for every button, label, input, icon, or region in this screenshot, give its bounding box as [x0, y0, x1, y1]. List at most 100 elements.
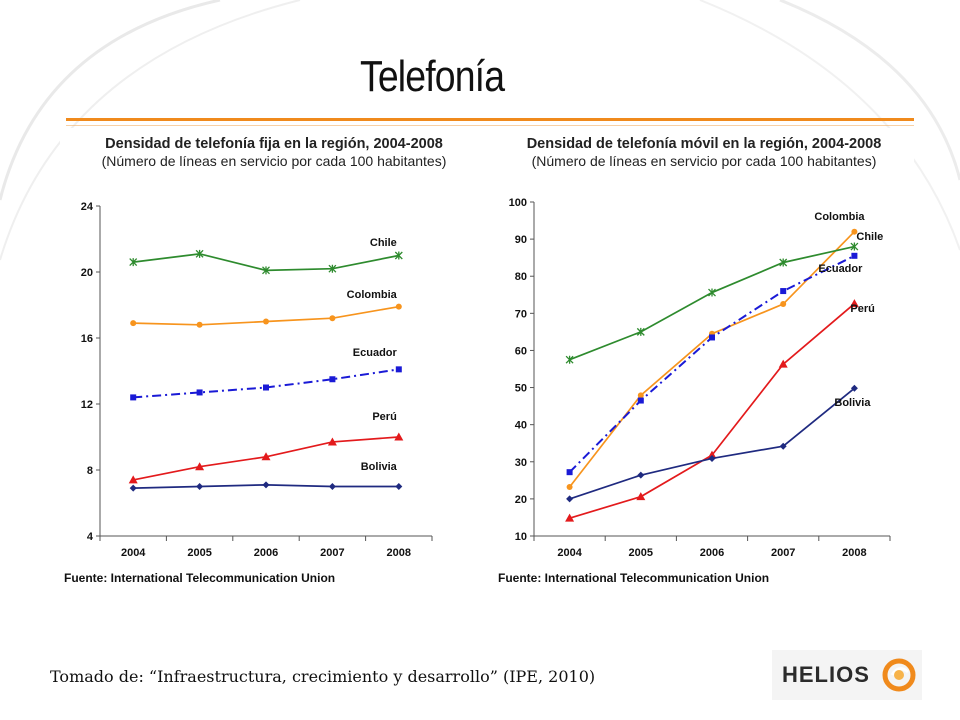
data-point-ecuador [395, 366, 402, 373]
data-point-peru [261, 452, 271, 461]
y-tick-label: 16 [81, 333, 93, 345]
data-point-peru [636, 492, 646, 501]
series-label-chile: Chile [856, 231, 883, 243]
x-tick-label: 2008 [842, 547, 866, 559]
series-label-ecuador: Ecuador [353, 347, 398, 359]
data-point-chile [262, 266, 270, 275]
data-point-ecuador [263, 384, 269, 391]
data-point-peru [195, 462, 205, 471]
data-point-bolivia [637, 471, 645, 479]
data-point-chile [779, 258, 788, 267]
data-point-chile [850, 242, 859, 251]
series-label-colombia: Colombia [814, 211, 865, 223]
data-point-colombia [780, 301, 787, 308]
series-label-peru: Perú [372, 411, 396, 423]
y-tick-label: 10 [515, 531, 527, 543]
x-tick-label: 2008 [387, 547, 411, 559]
data-point-bolivia [850, 384, 858, 392]
data-point-peru [327, 437, 337, 446]
fixed-telephony-line-chart: 4 8 12 16 20 24 2004 2005 2006 2007 2008 Chile Colom… [81, 201, 433, 559]
logo-wordmark: HELIOS [782, 662, 870, 687]
chart-subtitle: (Número de líneas en servicio por cada 1… [101, 153, 447, 169]
y-tick-label: 90 [515, 234, 527, 246]
x-tick-label: 2005 [187, 547, 211, 559]
data-point-peru [565, 513, 575, 522]
footnote: Tomado de: “Infraestructura, crecimiento… [50, 667, 596, 686]
series-label-bolivia: Bolivia [361, 461, 398, 473]
y-tick-label: 4 [87, 531, 94, 543]
y-tick-label: 8 [87, 465, 93, 477]
data-point-bolivia [708, 454, 716, 462]
data-point-ecuador [566, 469, 573, 476]
data-point-bolivia [395, 483, 403, 490]
data-point-colombia [130, 320, 137, 327]
data-point-ecuador [329, 376, 336, 383]
data-point-ecuador [130, 394, 137, 401]
data-point-bolivia [262, 481, 270, 489]
x-tick-label: 2006 [254, 547, 278, 559]
y-tick-label: 20 [515, 494, 527, 506]
chart-subtitle: (Número de líneas en servicio por cada 1… [531, 153, 877, 169]
data-point-colombia [566, 484, 573, 491]
y-tick-label: 80 [515, 271, 527, 283]
data-point-peru [778, 359, 788, 368]
data-point-ecuador [196, 389, 203, 396]
data-point-chile [708, 288, 716, 297]
data-point-bolivia [566, 495, 574, 503]
chart-source: Fuente: International Telecommunication … [64, 571, 336, 585]
mobile-telephony-chart-panel: Densidad de telefonía móvil en la región… [494, 128, 914, 588]
data-point-bolivia [196, 483, 204, 490]
data-point-ecuador [637, 397, 644, 404]
series-line-chile [569, 245, 855, 361]
data-point-bolivia [328, 483, 336, 490]
y-tick-label: 40 [515, 420, 527, 432]
helios-logo: HELIOS [772, 650, 922, 700]
series-label-bolivia: Bolivia [834, 397, 871, 409]
data-point-bolivia [779, 442, 787, 450]
x-tick-label: 2004 [121, 547, 146, 559]
y-tick-label: 12 [81, 399, 93, 411]
chart-source: Fuente: International Telecommunication … [498, 571, 770, 585]
data-point-ecuador [709, 334, 715, 341]
data-point-peru [707, 450, 717, 459]
series-line-colombia [568, 231, 856, 488]
data-point-colombia [263, 318, 269, 325]
y-tick-label: 20 [81, 267, 93, 279]
data-point-peru [128, 475, 138, 484]
y-tick-label: 60 [515, 345, 527, 357]
y-tick-label: 30 [515, 457, 527, 469]
logo-swirl-icon [882, 658, 916, 692]
data-point-colombia [851, 228, 858, 235]
x-tick-label: 2006 [700, 547, 724, 559]
data-point-ecuador [780, 288, 787, 295]
data-point-peru [394, 432, 404, 441]
series-line-ecuador [568, 254, 855, 473]
series-label-colombia: Colombia [347, 289, 398, 301]
series-line-ecuador [133, 368, 399, 399]
data-point-chile [636, 327, 645, 336]
data-point-chile [328, 264, 337, 273]
data-point-peru [849, 299, 859, 308]
x-tick-label: 2005 [629, 547, 653, 559]
data-point-bolivia [129, 484, 137, 492]
slide-title: Telefonía [360, 52, 505, 101]
x-tick-label: 2007 [771, 547, 795, 559]
data-point-colombia [637, 392, 644, 399]
data-point-chile [565, 355, 574, 364]
chart-title: Densidad de telefonía móvil en la región… [526, 136, 882, 152]
mobile-telephony-line-chart: 10 20 30 40 50 60 70 80 90 100 2004 2005 2006 2007 200… [509, 197, 891, 559]
data-point-chile [195, 249, 204, 258]
fixed-telephony-chart-panel: Densidad de telefonía fija en la región,… [60, 128, 488, 588]
y-tick-label: 50 [515, 383, 527, 395]
chart-title: Densidad de telefonía fija en la región,… [105, 136, 443, 152]
y-tick-label: 24 [81, 201, 94, 213]
series-line-bolivia [569, 387, 855, 500]
data-point-chile [129, 258, 138, 267]
y-tick-label: 100 [509, 197, 527, 209]
data-point-ecuador [851, 252, 858, 259]
x-tick-label: 2004 [557, 547, 582, 559]
title-rule [66, 118, 914, 121]
data-point-colombia [329, 315, 336, 322]
series-label-chile: Chile [370, 237, 397, 249]
x-tick-label: 2007 [320, 547, 344, 559]
